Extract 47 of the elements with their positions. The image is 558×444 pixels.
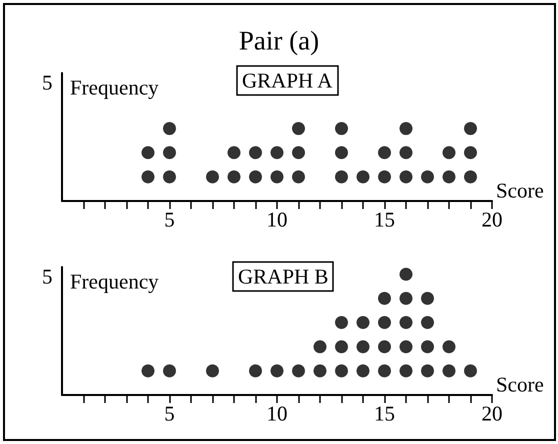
x-tick-label: 10 — [266, 402, 288, 426]
point — [421, 316, 434, 330]
x-tick-label: 5 — [164, 208, 175, 232]
point — [270, 364, 284, 378]
point — [421, 364, 434, 378]
point — [206, 364, 219, 378]
point — [163, 364, 176, 378]
point — [335, 316, 348, 330]
text: GRAPH A — [242, 68, 334, 92]
point — [442, 364, 456, 378]
point — [464, 364, 477, 378]
point — [356, 316, 370, 330]
point — [142, 364, 154, 378]
x-tick-label: 5 — [164, 402, 175, 426]
point — [314, 340, 326, 354]
chart-title: Pair (a) — [238, 26, 320, 56]
point — [400, 364, 412, 378]
point — [356, 340, 370, 354]
point — [442, 340, 456, 354]
point — [292, 364, 305, 378]
point — [314, 364, 326, 378]
x-tick-label: 15 — [374, 208, 395, 232]
point — [378, 316, 391, 330]
point — [421, 340, 434, 354]
point — [421, 292, 434, 305]
y-axis-title: Frequency — [70, 270, 160, 294]
x-tick-label: 15 — [374, 402, 395, 426]
point — [378, 364, 391, 378]
point — [249, 364, 262, 378]
point — [400, 292, 412, 305]
x-axis-title: Score — [496, 372, 544, 396]
y-axis-title: Frequency — [70, 76, 160, 100]
point — [356, 364, 370, 378]
text: 5 — [42, 264, 52, 288]
point — [378, 340, 391, 354]
point — [335, 364, 348, 378]
point — [400, 340, 412, 354]
point — [400, 268, 412, 281]
point — [378, 292, 391, 305]
x-tick-label: 20 — [482, 402, 502, 426]
x-axis-title: Score — [496, 178, 544, 202]
x-tick-label: 10 — [266, 208, 288, 232]
point — [400, 316, 412, 330]
point — [335, 340, 348, 354]
annotation: GRAPH B — [238, 264, 328, 288]
x-tick-label: 20 — [482, 208, 502, 232]
text: 5 — [42, 70, 52, 94]
